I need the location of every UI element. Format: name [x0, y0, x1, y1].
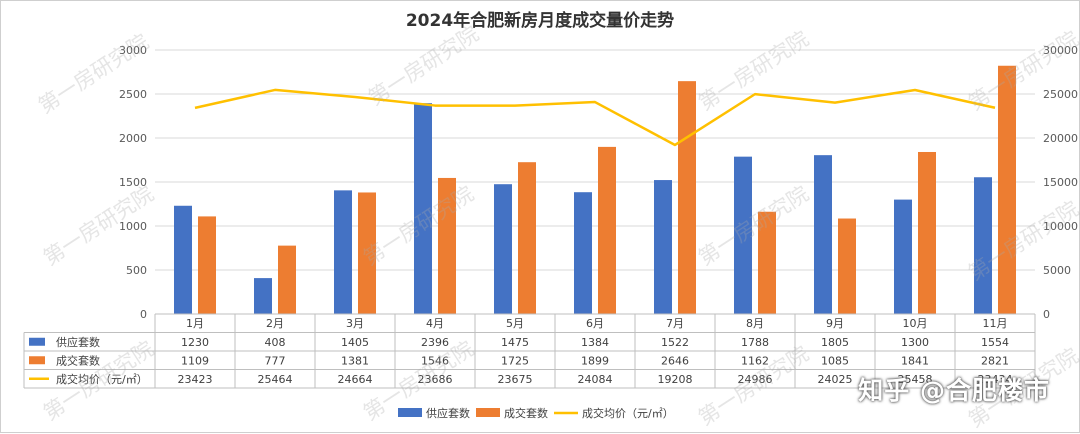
- y-left-tick-label: 1000: [119, 220, 147, 233]
- x-tick-label: 1月: [186, 317, 204, 330]
- y-right-tick-label: 10000: [1043, 220, 1078, 233]
- bar-sales: [598, 146, 616, 314]
- table-cell: 1230: [181, 336, 209, 349]
- bar-sales: [918, 151, 936, 314]
- table-cell: 777: [265, 354, 286, 367]
- y-left-tick-label: 1500: [119, 176, 147, 189]
- table-series-label: 成交套数: [56, 353, 100, 367]
- bar-sales: [678, 81, 696, 314]
- table-cell: 24084: [578, 373, 613, 386]
- bar-sales: [198, 216, 216, 314]
- x-tick-label: 11月: [983, 317, 1008, 330]
- y-right-tick-label: 0: [1043, 308, 1050, 321]
- table-cell: 1109: [181, 354, 209, 367]
- bar-sales: [518, 162, 536, 314]
- table-cell: 1162: [741, 354, 769, 367]
- y-left-tick-label: 3000: [119, 44, 147, 57]
- table-cell: 2821: [981, 354, 1009, 367]
- legend-label: 成交均价（元/㎡）: [582, 406, 674, 420]
- table-cell: 23434: [978, 373, 1013, 386]
- table-cell: 1384: [581, 336, 609, 349]
- credit-text: 知乎 @合肥楼市: [858, 376, 1050, 405]
- bar-sales: [358, 192, 376, 314]
- bar-supply: [814, 155, 832, 314]
- table-cell: 1841: [901, 354, 929, 367]
- chart-title: 2024年合肥新房月度成交量价走势: [405, 11, 675, 31]
- table-cell: 1405: [341, 336, 369, 349]
- table-cell: 23675: [498, 373, 533, 386]
- bar-supply: [654, 180, 672, 314]
- table-cell: 23423: [178, 373, 213, 386]
- table-cell: 1788: [741, 336, 769, 349]
- table-cell: 1085: [821, 354, 849, 367]
- table-series-label: 供应套数: [56, 335, 100, 349]
- bar-supply: [414, 103, 432, 314]
- table-cell: 24986: [738, 373, 773, 386]
- table-cell: 1522: [661, 336, 689, 349]
- y-right-tick-label: 25000: [1043, 88, 1078, 101]
- bar-sales: [278, 245, 296, 314]
- y-right-tick-label: 20000: [1043, 132, 1078, 145]
- x-tick-label: 6月: [586, 317, 604, 330]
- legend-key: [476, 408, 500, 417]
- x-tick-label: 10月: [903, 317, 928, 330]
- bar-supply: [494, 184, 512, 314]
- x-tick-label: 9月: [826, 317, 844, 330]
- bar-supply: [574, 192, 592, 314]
- table-cell: 1899: [581, 354, 609, 367]
- bar-sales: [758, 211, 776, 314]
- table-cell: 2396: [421, 336, 449, 349]
- bar-sales: [838, 218, 856, 314]
- bar-supply: [254, 278, 272, 314]
- table-cell: 19208: [658, 373, 693, 386]
- table-legend-key: [29, 356, 45, 365]
- bar-supply: [174, 205, 192, 314]
- bar-sales: [998, 65, 1016, 314]
- table-cell: 1725: [501, 354, 529, 367]
- y-left-tick-label: 2000: [119, 132, 147, 145]
- bar-supply: [894, 199, 912, 314]
- y-left-tick-label: 0: [140, 308, 147, 321]
- table-cell: 24664: [338, 373, 373, 386]
- y-right-tick-label: 15000: [1043, 176, 1078, 189]
- table-cell: 1300: [901, 336, 929, 349]
- table-cell: 1381: [341, 354, 369, 367]
- table-cell: 25464: [258, 373, 293, 386]
- table-cell: 1475: [501, 336, 529, 349]
- x-tick-label: 7月: [666, 317, 684, 330]
- bar-supply: [974, 177, 992, 314]
- table-cell: 23686: [418, 373, 453, 386]
- y-right-tick-label: 5000: [1043, 264, 1071, 277]
- y-right-tick-label: 30000: [1043, 44, 1078, 57]
- table-cell: 1554: [981, 336, 1009, 349]
- y-left-tick-label: 2500: [119, 88, 147, 101]
- line-avg-price: [194, 88, 996, 147]
- table-legend-key: [29, 337, 45, 346]
- bar-supply: [334, 190, 352, 314]
- table-cell: 25458: [898, 373, 933, 386]
- bar-sales: [438, 177, 456, 314]
- legend-label: 成交套数: [504, 406, 548, 420]
- table-cell: 1805: [821, 336, 849, 349]
- table-cell: 2646: [661, 354, 689, 367]
- y-left-tick-label: 500: [126, 264, 147, 277]
- x-tick-label: 4月: [426, 317, 444, 330]
- legend-key: [398, 408, 422, 417]
- table-cell: 24025: [818, 373, 853, 386]
- bar-supply: [734, 156, 752, 314]
- table-cell: 408: [265, 336, 286, 349]
- legend-label: 供应套数: [426, 406, 470, 420]
- table-series-label: 成交均价（元/㎡）: [56, 372, 148, 386]
- x-tick-label: 8月: [746, 317, 764, 330]
- x-tick-label: 5月: [506, 317, 524, 330]
- table-cell: 1546: [421, 354, 449, 367]
- x-tick-label: 3月: [346, 317, 364, 330]
- x-tick-label: 2月: [266, 317, 284, 330]
